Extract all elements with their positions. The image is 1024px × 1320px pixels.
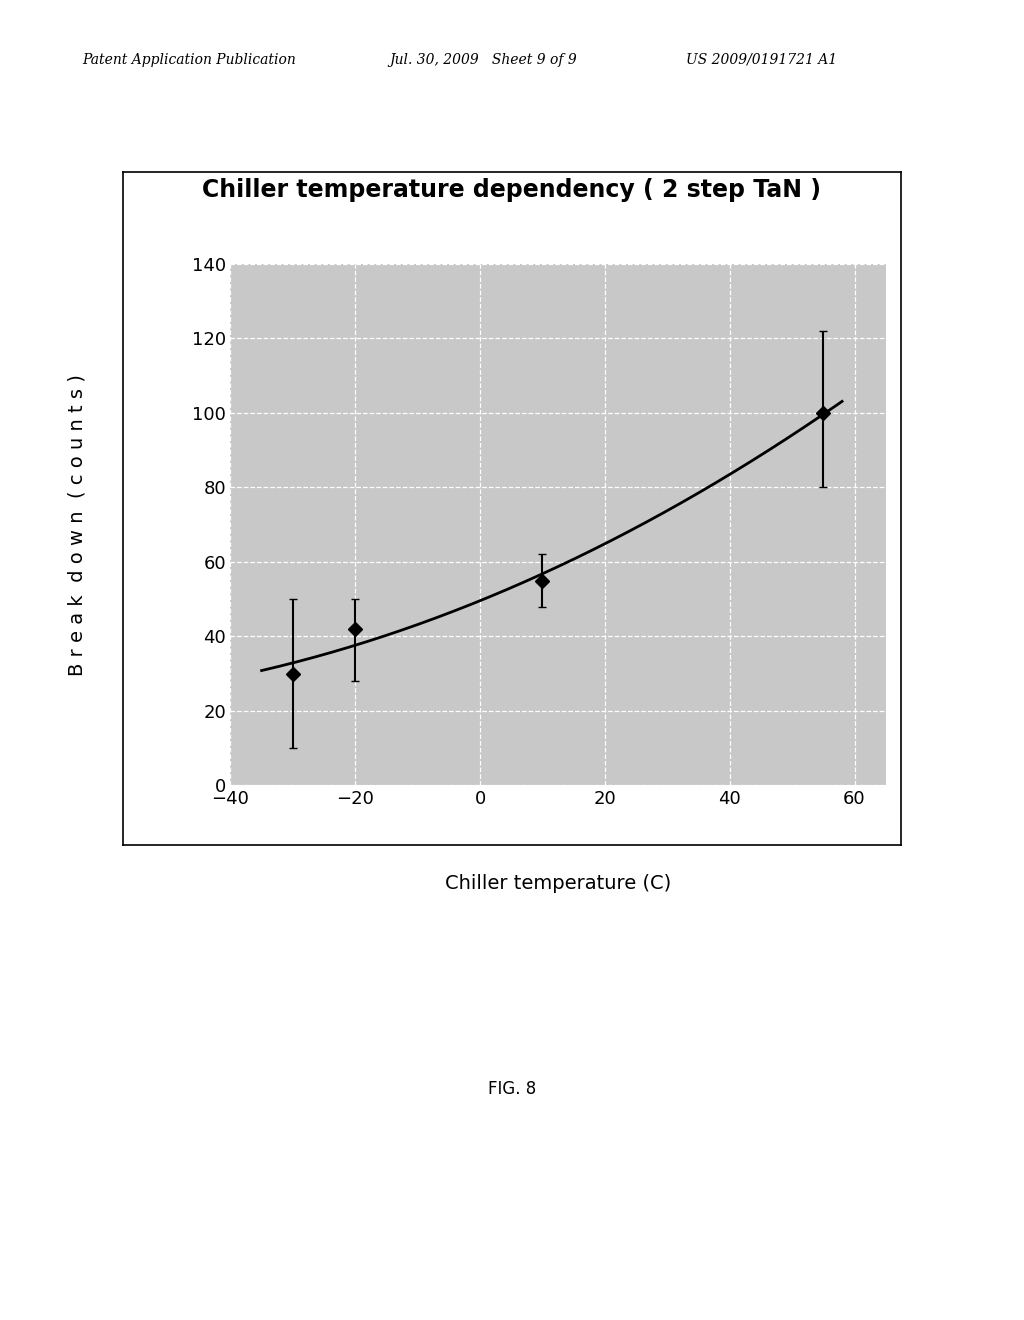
Text: B r e a k  d o w n  ( c o u n t s ): B r e a k d o w n ( c o u n t s ) xyxy=(68,374,86,676)
Text: US 2009/0191721 A1: US 2009/0191721 A1 xyxy=(686,53,838,67)
Text: Chiller temperature (C): Chiller temperature (C) xyxy=(445,874,671,892)
Text: Jul. 30, 2009   Sheet 9 of 9: Jul. 30, 2009 Sheet 9 of 9 xyxy=(389,53,577,67)
Text: Patent Application Publication: Patent Application Publication xyxy=(82,53,296,67)
Text: Chiller temperature dependency ( 2 step TaN ): Chiller temperature dependency ( 2 step … xyxy=(203,178,821,202)
Text: FIG. 8: FIG. 8 xyxy=(487,1080,537,1098)
